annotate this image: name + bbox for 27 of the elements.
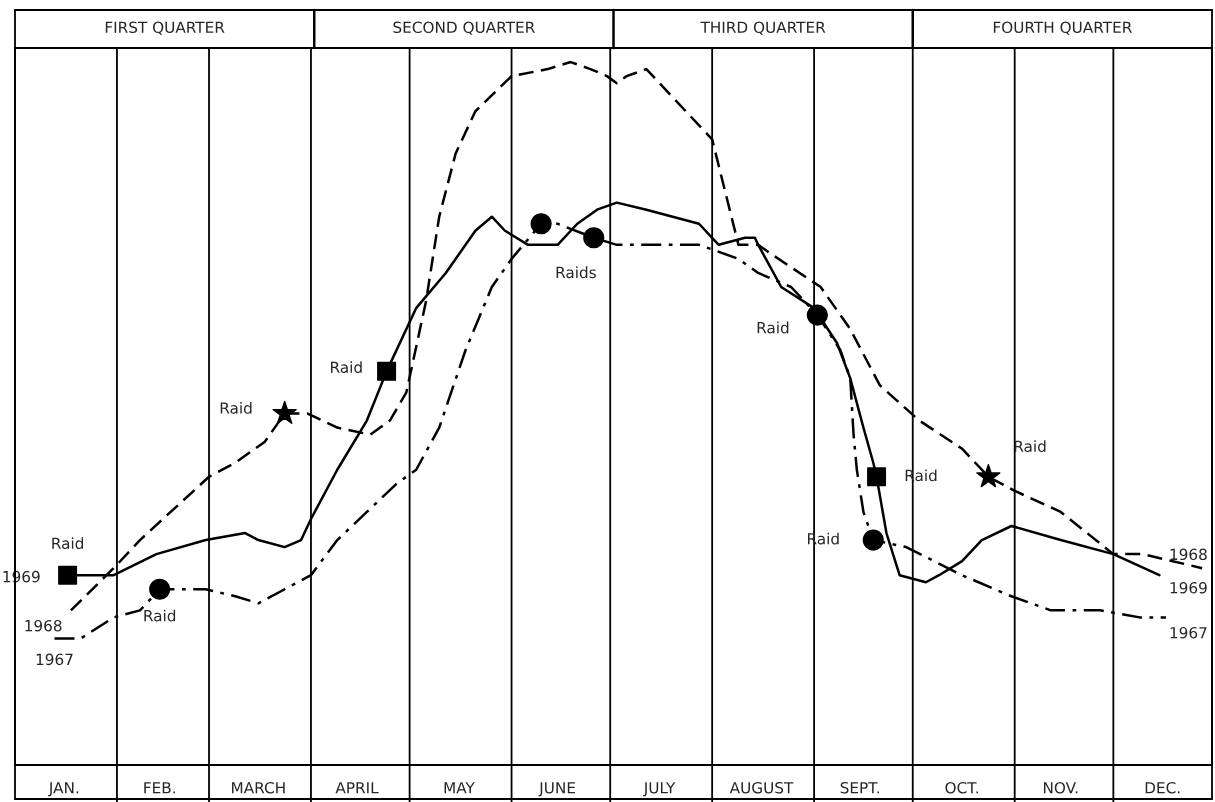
- annotation: Raid: [144, 609, 176, 622]
- annotation: Raid: [331, 361, 362, 374]
- x-tick-label: FEB.: [144, 782, 175, 794]
- annotation: Raids: [556, 266, 596, 279]
- text: THIRD QUARTER: [700, 21, 826, 35]
- x-tick-label: MAY: [444, 782, 475, 794]
- annotation: Raid: [757, 321, 789, 334]
- text: FOURTH QUARTER: [993, 21, 1132, 35]
- text: 1968: [25, 619, 62, 632]
- x-tick-label: OCT.: [945, 781, 978, 794]
- series-label: 1969: [1170, 581, 1207, 594]
- x-tick-label: DEC.: [1145, 781, 1180, 794]
- annotation: Raid: [220, 401, 252, 414]
- x-tick-label: JUNE: [538, 782, 575, 797]
- x-tick-label: SEPT.: [840, 781, 879, 794]
- x-tick-label: MARCH: [232, 781, 285, 794]
- text: SECOND QUARTER: [393, 21, 535, 35]
- x-tick-label: APRIL: [335, 782, 379, 794]
- series-label: 1967: [1170, 626, 1207, 639]
- x-tick-label: NOV.: [1043, 781, 1078, 794]
- x-tick-label: JULY: [642, 782, 676, 797]
- text: FIRST QUARTER: [105, 21, 225, 35]
- text: 1967: [36, 653, 73, 666]
- x-tick-label: JAN.: [48, 782, 79, 797]
- series-label: 1968: [1170, 548, 1207, 561]
- x-tick-label: AUGUST: [729, 781, 794, 794]
- annotation: Raid: [52, 537, 84, 550]
